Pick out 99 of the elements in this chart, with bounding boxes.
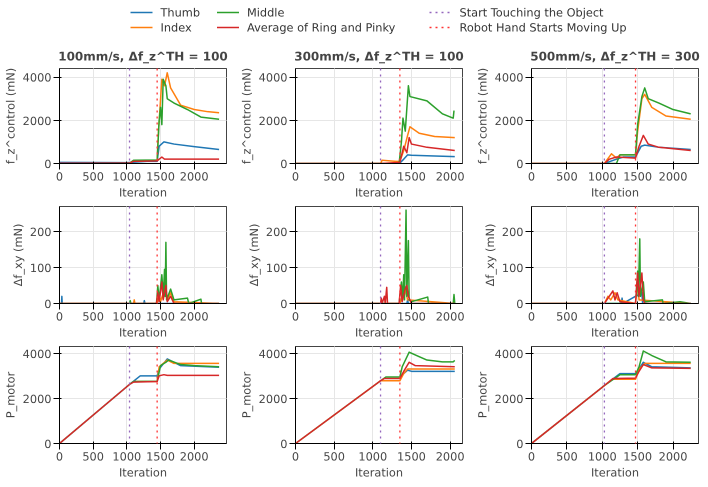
x-axis-title: Iteration xyxy=(354,186,404,200)
x-tick-label: 1000 xyxy=(588,450,617,464)
x-axis-title: Iteration xyxy=(118,186,168,200)
x-tick-label: 2000 xyxy=(436,450,465,464)
x-axis-title: Iteration xyxy=(118,326,168,340)
x-tick-label: 1500 xyxy=(397,310,426,324)
x-tick-label: 1500 xyxy=(623,450,652,464)
x-tick-label: 1000 xyxy=(112,170,142,184)
x-tick-label: 2000 xyxy=(436,170,465,184)
x-tick-label: 500 xyxy=(82,310,104,324)
x-tick-label: 2000 xyxy=(180,170,209,184)
x-axis-title: Iteration xyxy=(118,466,168,480)
y-axis-title: Δf_xy (mN) xyxy=(482,224,497,286)
y-tick-label: 0 xyxy=(516,157,524,171)
x-tick-label: 1000 xyxy=(588,310,617,324)
x-tick-label: 1500 xyxy=(146,170,175,184)
chart-title: 500mm/s, Δf_z^TH = 300 xyxy=(530,50,700,64)
y-tick-label: 0 xyxy=(280,437,288,451)
x-tick-label: 1000 xyxy=(588,170,617,184)
y-tick-label: 2000 xyxy=(258,114,288,128)
x-tick-label: 1000 xyxy=(358,450,388,464)
y-tick-label: 200 xyxy=(502,225,524,240)
y-axis-title: P_motor xyxy=(240,371,254,418)
x-tick-label: 1000 xyxy=(358,310,388,324)
x-tick-label: 0 xyxy=(292,170,300,184)
x-tick-label: 1500 xyxy=(146,450,175,464)
x-tick-label: 0 xyxy=(528,170,536,184)
x-tick-label: 500 xyxy=(323,170,345,184)
y-tick-label: 2000 xyxy=(22,392,52,406)
x-tick-label: 1500 xyxy=(623,310,652,324)
x-tick-label: 500 xyxy=(323,310,345,324)
x-tick-label: 2000 xyxy=(658,450,688,464)
y-axis-title: f_z^control (mN) xyxy=(476,68,490,164)
x-tick-label: 2000 xyxy=(658,170,688,184)
y-tick-label: 2000 xyxy=(22,114,52,128)
x-tick-label: 1000 xyxy=(112,450,142,464)
x-axis-title: Iteration xyxy=(590,186,640,200)
x-tick-label: 500 xyxy=(323,450,345,464)
y-tick-label: 100 xyxy=(502,261,524,276)
y-tick-label: 4000 xyxy=(258,346,288,361)
y-tick-label: 2000 xyxy=(258,392,288,406)
y-axis-title: P_motor xyxy=(476,371,490,418)
x-tick-label: 0 xyxy=(292,450,300,464)
x-tick-label: 0 xyxy=(56,450,64,464)
y-tick-label: 4000 xyxy=(22,70,52,85)
y-tick-label: 0 xyxy=(44,297,52,311)
x-axis-title: Iteration xyxy=(590,466,640,480)
x-tick-label: 0 xyxy=(528,450,536,464)
x-axis-title: Iteration xyxy=(590,326,640,340)
y-tick-label: 4000 xyxy=(494,346,524,361)
y-tick-label: 0 xyxy=(280,297,288,311)
legend-label: Robot Hand Starts Moving Up xyxy=(460,20,627,34)
y-tick-label: 100 xyxy=(30,261,52,276)
y-axis-title: P_motor xyxy=(4,371,18,418)
x-tick-label: 1500 xyxy=(146,310,175,324)
x-tick-label: 0 xyxy=(56,310,64,324)
legend-label: Average of Ring and Pinky xyxy=(247,20,396,34)
x-tick-label: 2000 xyxy=(180,450,209,464)
x-tick-label: 1000 xyxy=(358,170,388,184)
y-tick-label: 4000 xyxy=(258,70,288,85)
x-tick-label: 500 xyxy=(556,310,578,324)
y-tick-label: 4000 xyxy=(494,70,524,85)
y-tick-label: 4000 xyxy=(22,346,52,361)
y-axis-title: Δf_xy (mN) xyxy=(246,224,261,286)
chart-title: 300mm/s, Δf_z^TH = 100 xyxy=(294,50,464,64)
x-tick-label: 2000 xyxy=(180,310,209,324)
x-tick-label: 1500 xyxy=(623,170,652,184)
legend-label: Thumb xyxy=(160,6,200,20)
x-tick-label: 1500 xyxy=(397,170,426,184)
y-tick-label: 200 xyxy=(30,225,52,240)
x-axis-title: Iteration xyxy=(354,466,404,480)
x-tick-label: 1500 xyxy=(397,450,426,464)
x-tick-label: 0 xyxy=(292,310,300,324)
x-axis-title: Iteration xyxy=(354,326,404,340)
y-tick-label: 200 xyxy=(266,225,288,240)
x-tick-label: 500 xyxy=(82,170,104,184)
legend-label: Start Touching the Object xyxy=(460,6,604,20)
y-tick-label: 0 xyxy=(280,157,288,171)
y-axis-title: f_z^control (mN) xyxy=(4,68,18,164)
x-tick-label: 500 xyxy=(556,450,578,464)
y-axis-title: Δf_xy (mN) xyxy=(10,224,25,286)
x-tick-label: 500 xyxy=(556,170,578,184)
y-tick-label: 2000 xyxy=(494,114,524,128)
y-tick-label: 100 xyxy=(266,261,288,276)
chart-title: 100mm/s, Δf_z^TH = 100 xyxy=(58,50,228,64)
legend-label: Index xyxy=(160,20,192,34)
x-tick-label: 2000 xyxy=(436,310,465,324)
x-tick-label: 1000 xyxy=(112,310,142,324)
x-tick-label: 500 xyxy=(82,450,104,464)
y-tick-label: 2000 xyxy=(494,392,524,406)
y-tick-label: 0 xyxy=(516,297,524,311)
y-tick-label: 0 xyxy=(44,157,52,171)
x-tick-label: 2000 xyxy=(658,310,688,324)
y-axis-title: f_z^control (mN) xyxy=(240,68,254,164)
legend-label: Middle xyxy=(247,6,284,20)
y-tick-label: 0 xyxy=(44,437,52,451)
y-tick-label: 0 xyxy=(516,437,524,451)
x-tick-label: 0 xyxy=(528,310,536,324)
x-tick-label: 0 xyxy=(56,170,64,184)
